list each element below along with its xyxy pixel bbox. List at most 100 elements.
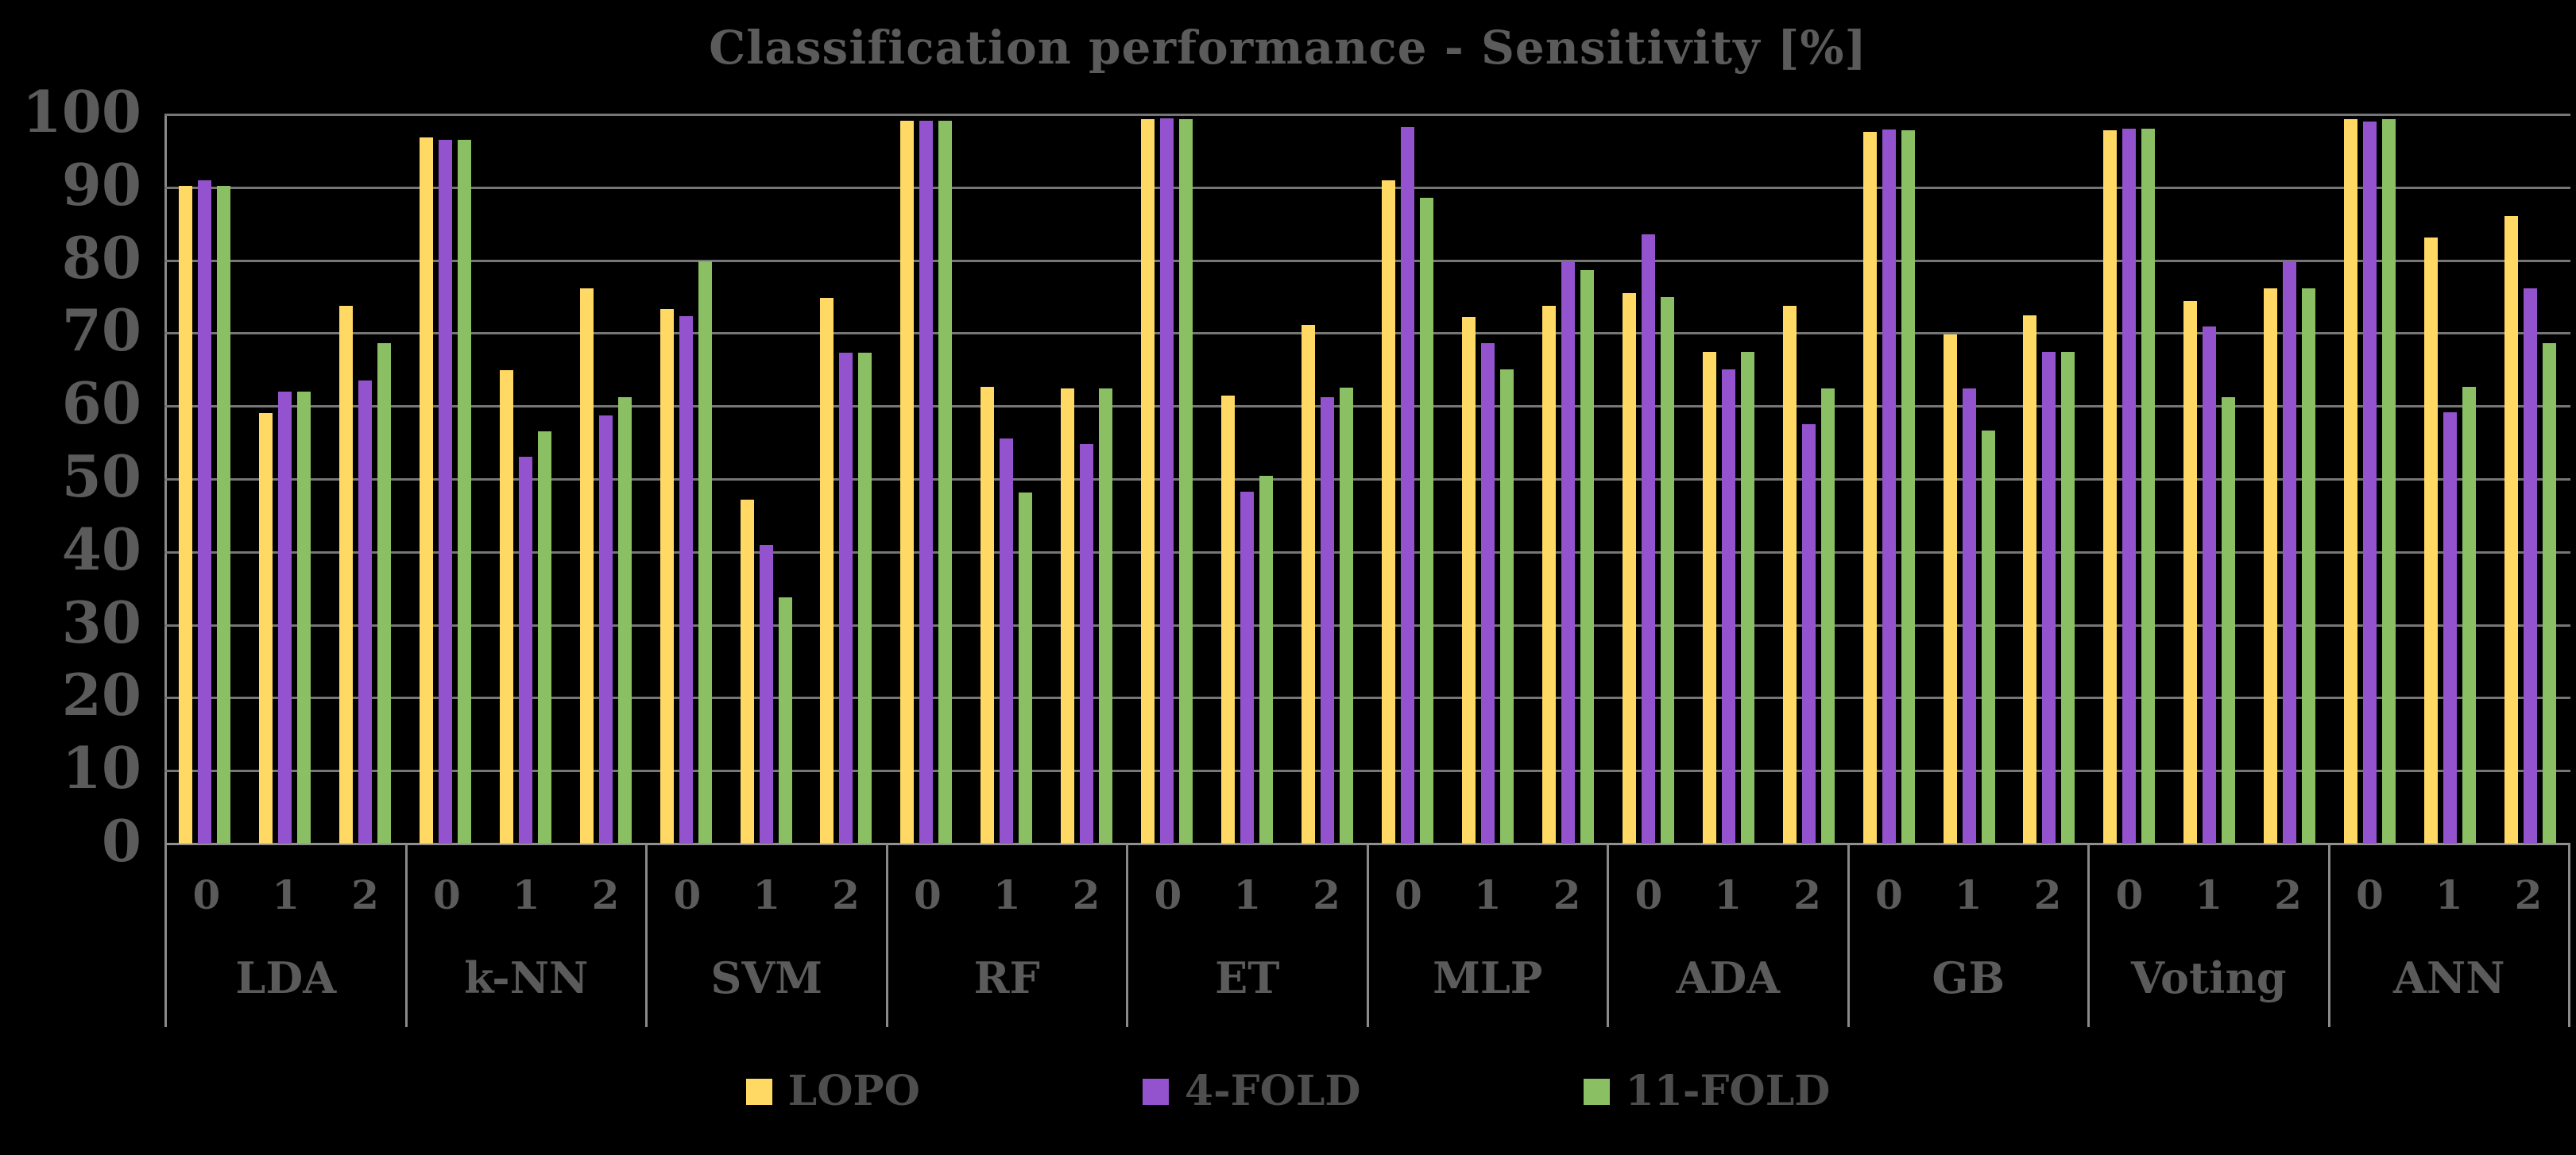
bar-ADA-1-4-FOLD xyxy=(1721,369,1735,844)
bar-RF-2-4-FOLD xyxy=(1080,443,1094,844)
subgroup-RF-0 xyxy=(886,114,966,844)
x-group-label: GB xyxy=(1932,952,2005,1003)
bar-ADA-1-11-FOLD xyxy=(1740,352,1754,844)
bar-LDA-0-LOPO xyxy=(178,185,192,844)
bar-SVM-1-11-FOLD xyxy=(778,597,792,844)
gridline xyxy=(164,624,2570,627)
subgroup-k-NN-1 xyxy=(485,114,566,844)
bar-GB-0-LOPO xyxy=(1862,132,1877,844)
x-group-cell-RF: 0 1 2 RF xyxy=(885,844,1127,1027)
bar-SVM-2-11-FOLD xyxy=(858,353,872,844)
x-axis: 0 1 2 LDA 0 1 2 k-NN 0 1 2 SVM 0 1 2 RF 0 1 2 ET 0 1 2 MLP 0 1 2 AD… xyxy=(164,844,2570,1027)
bar-ET-0-4-FOLD xyxy=(1160,118,1174,844)
x-group-cell-k-NN: 0 1 2 k-NN xyxy=(404,844,646,1027)
x-sublabel: 0 xyxy=(2356,871,2384,918)
bar-ADA-2-LOPO xyxy=(1782,305,1797,844)
bar-group-MLP xyxy=(1367,114,1608,844)
bar-ANN-1-4-FOLD xyxy=(2443,412,2458,844)
x-sublabel: 0 xyxy=(914,871,942,918)
x-sublabel: 2 xyxy=(2514,871,2543,918)
x-sublabel: 0 xyxy=(1394,871,1422,918)
bar-ET-1-4-FOLD xyxy=(1240,491,1255,844)
gridline xyxy=(164,770,2570,773)
bar-k-NN-2-LOPO xyxy=(579,288,594,844)
subgroup-GB-0 xyxy=(1849,114,1929,844)
subgroup-SVM-2 xyxy=(806,114,886,844)
y-tick-label: 40 xyxy=(61,515,141,583)
gridline xyxy=(164,405,2570,408)
bar-Voting-1-LOPO xyxy=(2183,301,2198,844)
bar-k-NN-1-4-FOLD xyxy=(518,457,532,844)
bar-ANN-2-LOPO xyxy=(2504,215,2519,844)
bar-ADA-2-4-FOLD xyxy=(1801,424,1816,844)
bar-LDA-2-LOPO xyxy=(338,306,353,844)
x-group-label: Voting xyxy=(2131,952,2287,1003)
y-tick-label: 50 xyxy=(61,442,141,511)
bar-RF-1-4-FOLD xyxy=(1000,438,1014,844)
bar-RF-1-LOPO xyxy=(981,387,995,844)
y-tick-label: 90 xyxy=(61,150,141,218)
bar-LDA-2-11-FOLD xyxy=(377,343,391,844)
x-sublabel: 1 xyxy=(2195,871,2223,918)
bar-MLP-1-4-FOLD xyxy=(1480,343,1495,844)
bar-SVM-0-4-FOLD xyxy=(679,316,693,844)
bar-group-ANN xyxy=(2330,114,2570,844)
x-sublabel: 1 xyxy=(272,871,300,918)
y-tick-label: 0 xyxy=(101,807,141,875)
bar-group-ADA xyxy=(1608,114,1849,844)
subgroup-ADA-2 xyxy=(1769,114,1849,844)
x-sublabel: 0 xyxy=(1875,871,1903,918)
subgroup-ET-1 xyxy=(1207,114,1287,844)
bar-group-k-NN xyxy=(405,114,646,844)
bar-k-NN-2-4-FOLD xyxy=(598,415,613,844)
x-sublabel: 1 xyxy=(1954,871,1982,918)
bar-Voting-1-11-FOLD xyxy=(2222,397,2236,844)
bar-k-NN-1-LOPO xyxy=(499,370,513,844)
legend: LOPO 4-FOLD 11-FOLD xyxy=(0,1071,2576,1112)
x-group-cell-ANN: 0 1 2 ANN xyxy=(2327,844,2570,1027)
subgroup-k-NN-2 xyxy=(566,114,646,844)
legend-swatch-4-FOLD xyxy=(1142,1078,1169,1105)
x-group-cell-LDA: 0 1 2 LDA xyxy=(164,844,405,1027)
x-group-cell-ADA: 0 1 2 ADA xyxy=(1607,844,1847,1027)
bar-ANN-0-4-FOLD xyxy=(2363,122,2377,844)
x-sublabel: 1 xyxy=(992,871,1021,918)
bar-SVM-1-4-FOLD xyxy=(759,544,773,844)
bar-GB-1-4-FOLD xyxy=(1962,388,1976,844)
subgroup-Voting-0 xyxy=(2089,114,2169,844)
x-sublabel: 1 xyxy=(1233,871,1262,918)
bar-RF-0-LOPO xyxy=(900,121,915,844)
x-group-label: RF xyxy=(973,952,1040,1003)
bar-GB-0-4-FOLD xyxy=(1882,129,1896,844)
subgroup-LDA-1 xyxy=(245,114,325,844)
bar-group-RF xyxy=(886,114,1127,844)
x-sublabel: 0 xyxy=(2115,871,2144,918)
x-sublabel: 2 xyxy=(1313,871,1340,918)
x-sublabel: 0 xyxy=(673,871,702,918)
bar-MLP-0-LOPO xyxy=(1381,180,1395,844)
x-sublabel: 2 xyxy=(2274,871,2302,918)
legend-item-11-FOLD: 11-FOLD xyxy=(1583,1071,1830,1112)
bar-RF-0-4-FOLD xyxy=(919,121,934,844)
x-sublabel: 2 xyxy=(351,871,379,918)
x-sublabel: 2 xyxy=(1793,871,1821,918)
x-group-label: ANN xyxy=(2392,952,2505,1003)
bar-ET-1-11-FOLD xyxy=(1259,476,1274,844)
x-group-label: MLP xyxy=(1433,952,1543,1003)
bar-k-NN-0-11-FOLD xyxy=(457,140,471,844)
subgroup-ET-0 xyxy=(1127,114,1207,844)
bar-ADA-0-4-FOLD xyxy=(1641,234,1655,844)
bar-ET-2-LOPO xyxy=(1302,325,1316,844)
y-tick-label: 80 xyxy=(61,223,141,292)
subgroup-SVM-1 xyxy=(726,114,806,844)
gridline xyxy=(164,332,2570,335)
subgroup-MLP-2 xyxy=(1528,114,1608,844)
subgroup-RF-2 xyxy=(1046,114,1127,844)
bar-RF-2-11-FOLD xyxy=(1099,388,1113,844)
x-sublabel: 0 xyxy=(433,871,461,918)
bar-GB-1-LOPO xyxy=(1943,334,1957,844)
bar-SVM-2-4-FOLD xyxy=(839,353,853,844)
